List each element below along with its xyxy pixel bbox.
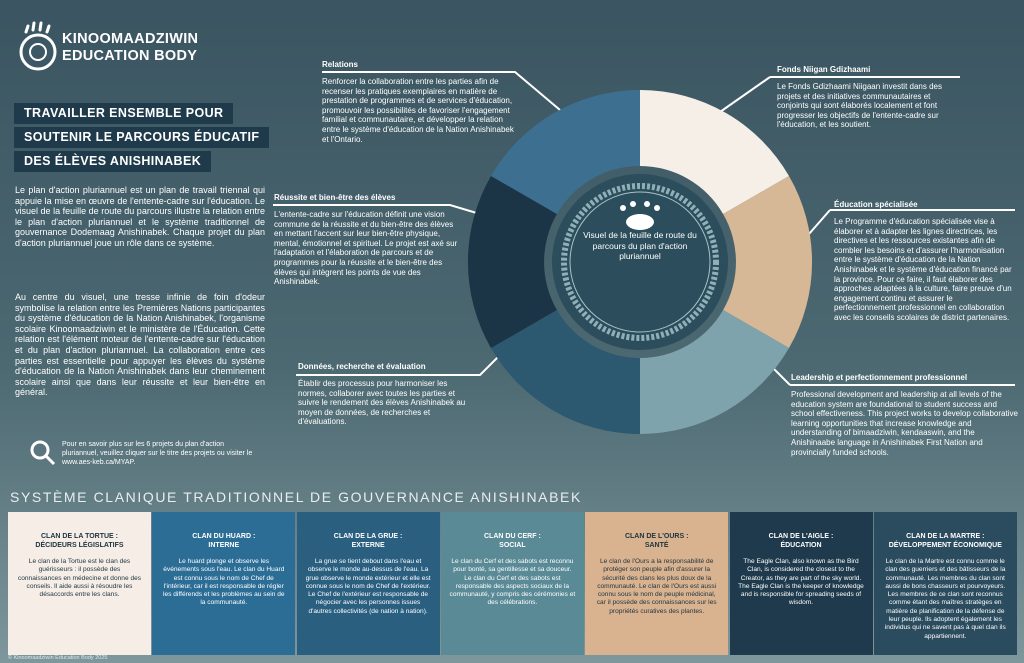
project-title[interactable]: Éducation spécialisée	[834, 200, 918, 209]
project-text: L'entente-cadre sur l'éducation définit …	[274, 210, 458, 287]
clan-title: CLAN DE L'OURS :	[624, 533, 689, 540]
clan-card: CLAN DE LA GRUE : EXTERNE La grue se tient…	[296, 512, 440, 655]
project-section: Relations Renforcer la collaboration entr…	[322, 60, 517, 144]
clan-title: CLAN DU CERF :	[484, 533, 541, 540]
center-label: Visuel de la feuille de route du parcour…	[583, 230, 697, 261]
project-text: Professional development and leadership …	[791, 390, 1018, 457]
clan-text: Le clan de la Tortue est le clan des gué…	[17, 558, 142, 599]
project-text: Renforcer la collaboration entre les par…	[322, 77, 514, 144]
connectors	[273, 71, 1015, 386]
clan-text: La grue se tient debout dans l'eau et ob…	[305, 558, 431, 615]
clan-text: Le huard plonge et observe les événement…	[163, 558, 285, 607]
clan-title: CLAN DE LA TORTUE :	[41, 533, 118, 540]
clan-text: The Eagle Clan, also known as the Bird C…	[738, 558, 864, 607]
title-bar: SOUTENIR LE PARCOURS ÉDUCATIF	[14, 127, 270, 148]
project-section: Leadership et perfectionnement professio…	[791, 373, 1019, 457]
clan-title: CLAN DE LA MARTRE :	[906, 533, 985, 540]
project-section: Fonds Niigan Gdizhaami Le Fonds Gdizhaami…	[777, 65, 962, 130]
clan-title: DÉCIDEURS LÉGISLATIFS	[35, 542, 124, 549]
clan-title: ÉDUCATION	[780, 542, 822, 549]
project-text: Le Programme d'éducation spécialisée vis…	[834, 217, 1012, 322]
project-text: Établir des processus pour harmoniser le…	[298, 379, 466, 427]
clan-title: EXTERNE	[351, 542, 385, 549]
project-title[interactable]: Données, recherche et évaluation	[298, 362, 426, 371]
project-title[interactable]: Relations	[322, 60, 359, 69]
clan-heading: SYSTÈME CLANIQUE TRADITIONNEL DE GOUVERN…	[10, 489, 582, 505]
project-title[interactable]: Fonds Niigan Gdizhaami	[777, 65, 871, 74]
clan-text: Le clan de l'Ours a la responsabilité de…	[596, 558, 717, 615]
project-section: Données, recherche et évaluation Établir …	[298, 362, 478, 427]
clan-card: CLAN DE L'OURS : SANTÉ Le clan de l'Ours a…	[585, 512, 729, 655]
project-title[interactable]: Réussite et bien-être des élèves	[274, 193, 396, 202]
brand: EDUCATION BODY	[62, 48, 198, 64]
clan-text: Le clan de la Martre est connu comme le …	[884, 558, 1006, 640]
clan-text: Le clan du Cerf et des sabots est reconn…	[449, 558, 576, 607]
clan-title: CLAN DE L'AIGLE :	[768, 533, 834, 540]
clan-title: CLAN DE LA GRUE :	[333, 533, 403, 540]
clan-card: CLAN DU CERF : SOCIAL Le clan du Cerf et d…	[440, 512, 584, 655]
title-bar: TRAVAILLER ENSEMBLE POUR	[14, 103, 234, 124]
clan-title: INTERNE	[208, 542, 240, 549]
clan-card: CLAN DE LA MARTRE : DÉVELOPPEMENT ÉCONOMI…	[873, 512, 1017, 655]
project-section: Réussite et bien-être des élèves L'entent…	[274, 193, 459, 287]
donut	[467, 89, 813, 434]
logo	[19, 21, 57, 71]
clan-card: CLAN DE L'AIGLE : ÉDUCATION The Eagle Clan…	[729, 512, 873, 655]
clan-title: DÉVELOPPEMENT ÉCONOMIQUE	[888, 542, 1002, 549]
search-icon	[30, 440, 56, 466]
intro-paragraph: Au centre du visuel, une tresse infinie …	[15, 292, 265, 398]
project-title[interactable]: Leadership et perfectionnement professio…	[791, 373, 968, 382]
project-text: Le Fonds Gdizhaami Niigaan investit dans…	[777, 82, 942, 130]
brand: KINOOMAADZIWIN	[62, 31, 199, 47]
project-section: Éducation spécialisée Le Programme d'éduc…	[834, 200, 1016, 323]
intro-paragraph: Le plan d'action pluriannuel est un plan…	[15, 185, 265, 248]
clan-card: CLAN DE LA TORTUE : DÉCIDEURS LÉGISLATIFS…	[8, 512, 151, 655]
clan-title: SOCIAL	[499, 542, 526, 549]
clan-title: SANTÉ	[644, 542, 669, 549]
more-info: Pour en savoir plus sur les 6 projets du…	[62, 441, 253, 466]
title-bar: DES ÉLÈVES ANISHINABEK	[14, 151, 212, 172]
clan-title: CLAN DU HUARD :	[192, 533, 256, 540]
footer: © Kinoomaadziwin Education Body 2025	[8, 655, 108, 661]
clan-card: CLAN DU HUARD : INTERNE Le huard plonge et…	[152, 512, 296, 655]
